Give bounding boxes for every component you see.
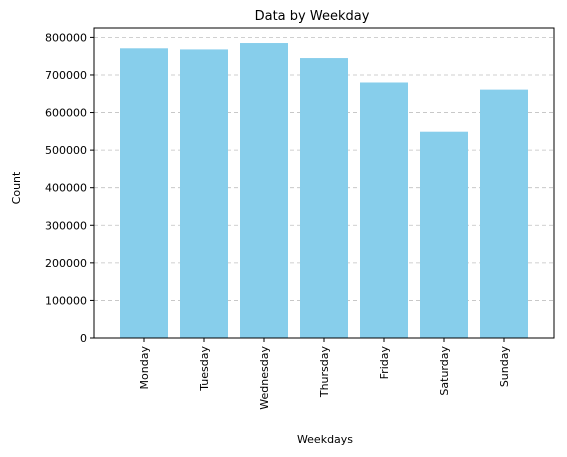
bar-friday <box>360 82 408 338</box>
x-axis-label: Weekdays <box>297 433 353 446</box>
y-tick-label: 100000 <box>45 294 87 307</box>
x-tick-label-thursday: Thursday <box>318 346 331 399</box>
x-tick-label-saturday: Saturday <box>438 346 451 396</box>
y-tick-label: 800000 <box>45 31 87 44</box>
y-tick-label: 0 <box>80 332 87 345</box>
x-tick-label-wednesday: Wednesday <box>258 346 271 410</box>
y-tick-label: 500000 <box>45 144 87 157</box>
bar-sunday <box>480 89 528 339</box>
bar-saturday <box>420 131 468 338</box>
bar-wednesday <box>240 43 288 338</box>
y-tick-label: 200000 <box>45 257 87 270</box>
y-axis-ticks: 0 100000 200000 300000 400000 500000 600000 700… <box>45 31 94 345</box>
bar-tuesday <box>180 49 228 338</box>
x-axis-ticks: Monday Tuesday Wednesday Thursday Friday Satu… <box>138 338 511 410</box>
y-tick-label: 300000 <box>45 219 87 232</box>
bar-monday <box>120 48 168 339</box>
chart-title: Data by Weekday <box>255 9 370 24</box>
bar-thursday <box>300 58 348 338</box>
x-tick-label-monday: Monday <box>138 346 151 390</box>
y-tick-label: 700000 <box>45 69 87 82</box>
y-axis-label: Count <box>10 171 23 204</box>
x-tick-label-tuesday: Tuesday <box>198 346 211 392</box>
x-tick-label-sunday: Sunday <box>498 346 511 388</box>
bars <box>120 43 528 339</box>
x-tick-label-friday: Friday <box>378 346 391 380</box>
y-tick-label: 400000 <box>45 182 87 195</box>
y-tick-label: 600000 <box>45 107 87 120</box>
